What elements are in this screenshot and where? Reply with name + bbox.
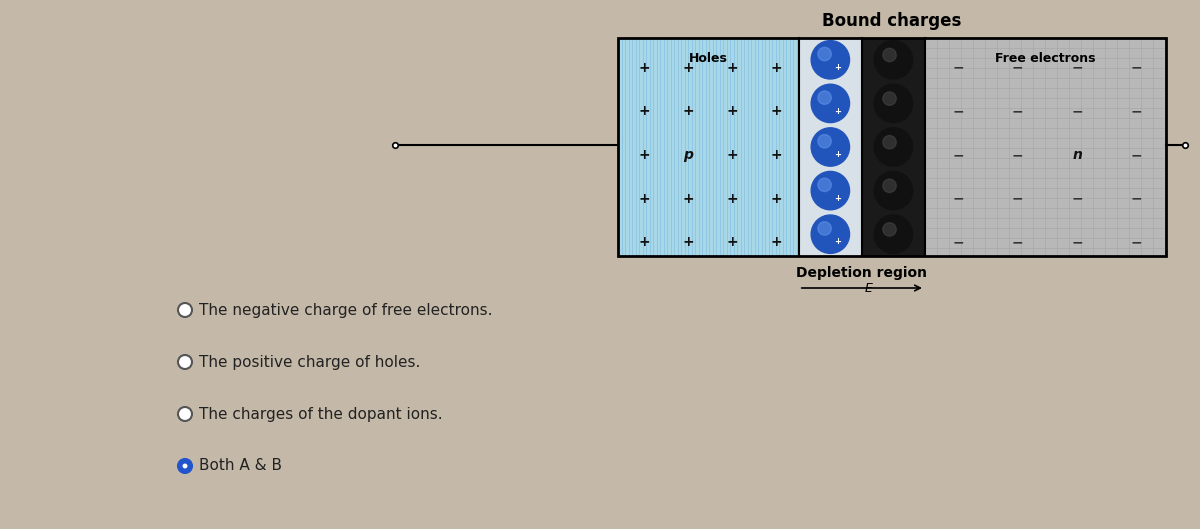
- Text: −: −: [1130, 235, 1142, 249]
- Text: −: −: [1130, 61, 1142, 75]
- Text: +: +: [683, 235, 694, 249]
- Text: +: +: [834, 194, 841, 203]
- Bar: [925, 38, 1166, 256]
- Text: −: −: [1130, 148, 1142, 162]
- Text: +: +: [638, 61, 650, 75]
- Text: n: n: [1072, 148, 1082, 162]
- Ellipse shape: [818, 91, 832, 104]
- Text: −: −: [953, 235, 965, 249]
- Text: +: +: [727, 104, 738, 118]
- Text: −: −: [1130, 191, 1142, 206]
- Text: Bound charges: Bound charges: [822, 12, 961, 30]
- Text: −: −: [953, 148, 965, 162]
- Ellipse shape: [883, 179, 896, 193]
- Bar: [862, 38, 925, 256]
- Text: The negative charge of free electrons.: The negative charge of free electrons.: [199, 303, 492, 317]
- Text: −: −: [1012, 191, 1024, 206]
- Text: +: +: [727, 235, 738, 249]
- Text: +: +: [834, 150, 841, 159]
- Text: +: +: [638, 191, 650, 206]
- Text: +: +: [770, 235, 782, 249]
- Ellipse shape: [874, 171, 912, 210]
- Ellipse shape: [883, 223, 896, 236]
- Ellipse shape: [883, 92, 896, 105]
- Text: +: +: [770, 148, 782, 162]
- Text: −: −: [1072, 235, 1082, 249]
- Text: Free electrons: Free electrons: [995, 52, 1096, 65]
- Ellipse shape: [874, 41, 912, 79]
- Text: +: +: [683, 61, 694, 75]
- Text: −: −: [1072, 191, 1082, 206]
- Ellipse shape: [811, 84, 850, 123]
- Ellipse shape: [178, 303, 192, 317]
- Ellipse shape: [818, 178, 832, 191]
- Text: +: +: [638, 104, 650, 118]
- Ellipse shape: [182, 463, 187, 469]
- Text: The positive charge of holes.: The positive charge of holes.: [199, 354, 420, 369]
- Ellipse shape: [874, 128, 912, 166]
- Text: −: −: [1012, 148, 1024, 162]
- Text: +: +: [770, 61, 782, 75]
- Text: +: +: [834, 238, 841, 247]
- Text: −: −: [1072, 104, 1082, 118]
- Text: +: +: [727, 148, 738, 162]
- Text: −: −: [953, 104, 965, 118]
- Text: p: p: [683, 148, 694, 162]
- Ellipse shape: [874, 84, 912, 123]
- Bar: [799, 38, 862, 256]
- Ellipse shape: [811, 171, 850, 210]
- Ellipse shape: [811, 41, 850, 79]
- Text: +: +: [727, 191, 738, 206]
- Text: +: +: [638, 148, 650, 162]
- Ellipse shape: [811, 128, 850, 166]
- Ellipse shape: [178, 459, 192, 473]
- Text: +: +: [770, 104, 782, 118]
- Ellipse shape: [818, 134, 832, 148]
- Ellipse shape: [178, 407, 192, 421]
- Text: +: +: [770, 191, 782, 206]
- Ellipse shape: [883, 135, 896, 149]
- Ellipse shape: [818, 222, 832, 235]
- Text: −: −: [1012, 235, 1024, 249]
- Text: +: +: [834, 63, 841, 72]
- Text: +: +: [638, 235, 650, 249]
- Bar: [618, 38, 799, 256]
- Ellipse shape: [874, 215, 912, 253]
- Text: −: −: [1012, 104, 1024, 118]
- Text: −: −: [1072, 61, 1082, 75]
- Text: Both A & B: Both A & B: [199, 459, 282, 473]
- Text: Holes: Holes: [689, 52, 728, 65]
- Text: Depletion region: Depletion region: [797, 266, 928, 280]
- Ellipse shape: [178, 355, 192, 369]
- Text: E: E: [865, 281, 872, 295]
- Text: −: −: [1012, 61, 1024, 75]
- Text: −: −: [953, 191, 965, 206]
- Bar: [618, 38, 1166, 256]
- Text: +: +: [727, 61, 738, 75]
- Text: +: +: [683, 104, 694, 118]
- Text: +: +: [683, 191, 694, 206]
- Ellipse shape: [811, 215, 850, 253]
- Ellipse shape: [818, 47, 832, 61]
- Text: −: −: [953, 61, 965, 75]
- Text: −: −: [1130, 104, 1142, 118]
- Ellipse shape: [883, 48, 896, 62]
- Text: +: +: [834, 106, 841, 115]
- Text: The charges of the dopant ions.: The charges of the dopant ions.: [199, 406, 443, 422]
